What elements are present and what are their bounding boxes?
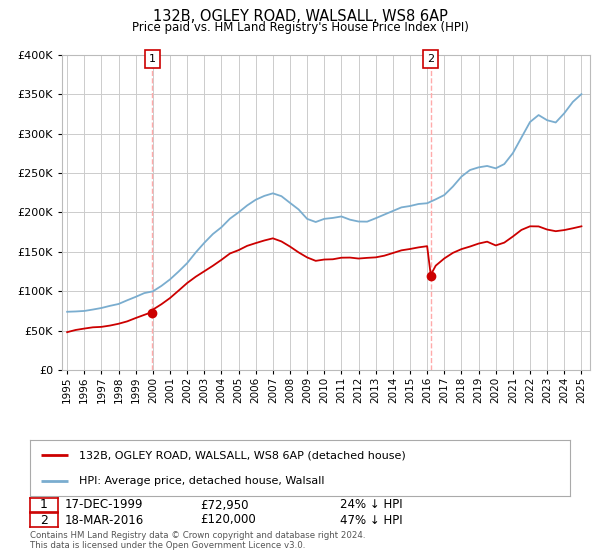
Text: 1: 1 <box>40 498 48 511</box>
Text: 132B, OGLEY ROAD, WALSALL, WS8 6AP (detached house): 132B, OGLEY ROAD, WALSALL, WS8 6AP (deta… <box>79 450 406 460</box>
Text: HPI: Average price, detached house, Walsall: HPI: Average price, detached house, Wals… <box>79 476 324 486</box>
Text: 24% ↓ HPI: 24% ↓ HPI <box>340 498 403 511</box>
Text: Price paid vs. HM Land Registry's House Price Index (HPI): Price paid vs. HM Land Registry's House … <box>131 21 469 34</box>
Text: 2: 2 <box>427 54 434 64</box>
Text: 132B, OGLEY ROAD, WALSALL, WS8 6AP: 132B, OGLEY ROAD, WALSALL, WS8 6AP <box>152 9 448 24</box>
Text: 47% ↓ HPI: 47% ↓ HPI <box>340 514 403 526</box>
Text: £120,000: £120,000 <box>200 514 256 526</box>
Text: 18-MAR-2016: 18-MAR-2016 <box>65 514 144 526</box>
Text: £72,950: £72,950 <box>200 498 248 511</box>
Text: Contains HM Land Registry data © Crown copyright and database right 2024.
This d: Contains HM Land Registry data © Crown c… <box>30 531 365 550</box>
Text: 1: 1 <box>149 54 155 64</box>
Text: 17-DEC-1999: 17-DEC-1999 <box>65 498 143 511</box>
Text: 2: 2 <box>40 514 48 526</box>
